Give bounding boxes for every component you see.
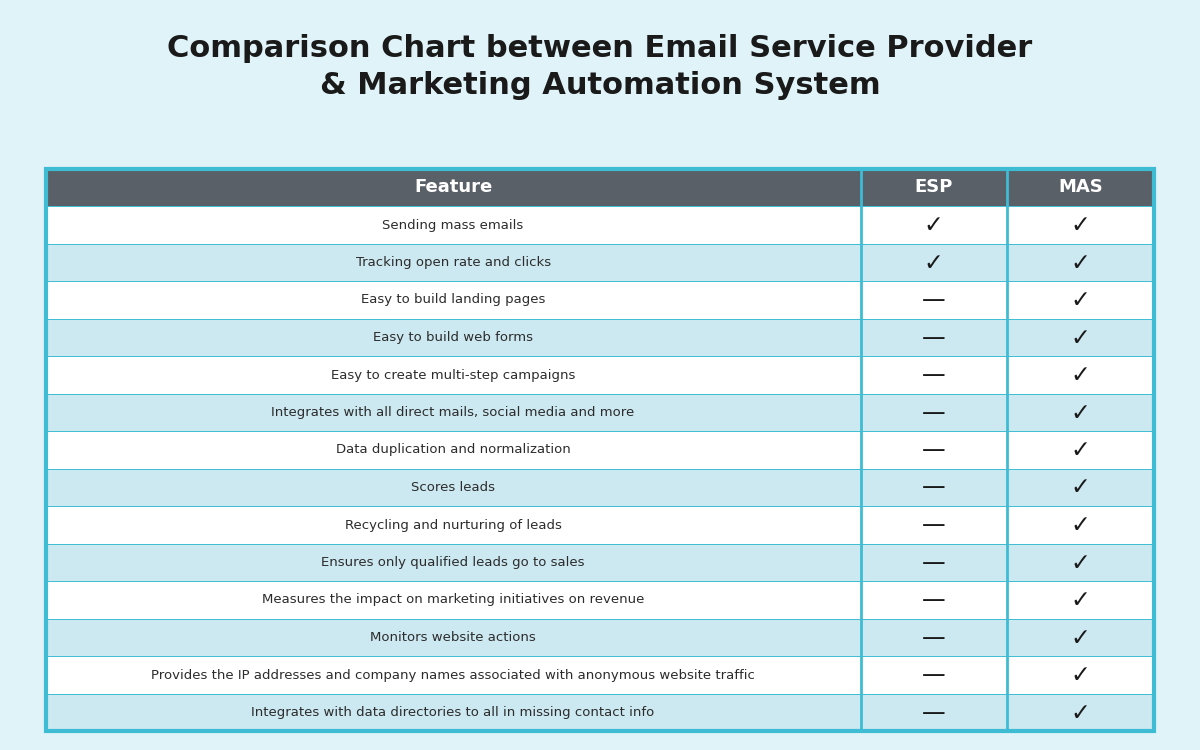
FancyBboxPatch shape: [46, 581, 1154, 619]
Text: —: —: [922, 476, 946, 500]
Text: Tracking open rate and clicks: Tracking open rate and clicks: [355, 256, 551, 269]
FancyBboxPatch shape: [46, 694, 1154, 731]
Text: —: —: [922, 288, 946, 312]
Text: Provides the IP addresses and company names associated with anonymous website tr: Provides the IP addresses and company na…: [151, 668, 755, 682]
FancyBboxPatch shape: [46, 169, 1154, 206]
Text: ✓: ✓: [1070, 438, 1091, 462]
FancyBboxPatch shape: [46, 169, 1154, 731]
FancyBboxPatch shape: [46, 319, 1154, 356]
Text: MAS: MAS: [1058, 178, 1103, 196]
Text: Comparison Chart between Email Service Provider
& Marketing Automation System: Comparison Chart between Email Service P…: [167, 34, 1033, 100]
Text: ✓: ✓: [1070, 363, 1091, 387]
Text: Feature: Feature: [414, 178, 492, 196]
Text: ✓: ✓: [924, 213, 943, 237]
FancyBboxPatch shape: [46, 356, 1154, 394]
FancyBboxPatch shape: [46, 544, 1154, 581]
Text: ✓: ✓: [1070, 288, 1091, 312]
Text: ✓: ✓: [1070, 550, 1091, 574]
Text: —: —: [922, 588, 946, 612]
Text: —: —: [922, 513, 946, 537]
FancyBboxPatch shape: [46, 431, 1154, 469]
Text: ✓: ✓: [1070, 400, 1091, 424]
FancyBboxPatch shape: [46, 506, 1154, 544]
FancyBboxPatch shape: [46, 394, 1154, 431]
FancyBboxPatch shape: [46, 469, 1154, 506]
Text: ✓: ✓: [1070, 476, 1091, 500]
Text: ✓: ✓: [1070, 326, 1091, 350]
Text: ✓: ✓: [1070, 213, 1091, 237]
FancyBboxPatch shape: [46, 244, 1154, 281]
Text: Recycling and nurturing of leads: Recycling and nurturing of leads: [344, 518, 562, 532]
Text: Ensures only qualified leads go to sales: Ensures only qualified leads go to sales: [322, 556, 584, 569]
Text: —: —: [922, 700, 946, 724]
Text: Sending mass emails: Sending mass emails: [383, 218, 523, 232]
Text: —: —: [922, 438, 946, 462]
Text: ✓: ✓: [1070, 588, 1091, 612]
Text: —: —: [922, 550, 946, 574]
Text: ESP: ESP: [914, 178, 953, 196]
Text: Scores leads: Scores leads: [412, 481, 496, 494]
Text: ✓: ✓: [1070, 513, 1091, 537]
Text: ✓: ✓: [1070, 251, 1091, 274]
Text: Easy to build landing pages: Easy to build landing pages: [361, 293, 545, 307]
Text: ✓: ✓: [1070, 700, 1091, 724]
Text: Integrates with data directories to all in missing contact info: Integrates with data directories to all …: [252, 706, 655, 719]
FancyBboxPatch shape: [46, 656, 1154, 694]
Text: —: —: [922, 663, 946, 687]
Text: ✓: ✓: [1070, 626, 1091, 650]
Text: —: —: [922, 400, 946, 424]
Text: ✓: ✓: [1070, 663, 1091, 687]
FancyBboxPatch shape: [46, 619, 1154, 656]
FancyBboxPatch shape: [46, 206, 1154, 244]
Text: —: —: [922, 363, 946, 387]
Text: Easy to build web forms: Easy to build web forms: [373, 331, 533, 344]
Text: ✓: ✓: [924, 251, 943, 274]
FancyBboxPatch shape: [46, 281, 1154, 319]
Text: —: —: [922, 326, 946, 350]
Text: Integrates with all direct mails, social media and more: Integrates with all direct mails, social…: [271, 406, 635, 419]
Text: Easy to create multi-step campaigns: Easy to create multi-step campaigns: [331, 368, 575, 382]
Text: Data duplication and normalization: Data duplication and normalization: [336, 443, 570, 457]
Text: —: —: [922, 626, 946, 650]
Text: Measures the impact on marketing initiatives on revenue: Measures the impact on marketing initiat…: [262, 593, 644, 607]
Text: Monitors website actions: Monitors website actions: [371, 631, 536, 644]
